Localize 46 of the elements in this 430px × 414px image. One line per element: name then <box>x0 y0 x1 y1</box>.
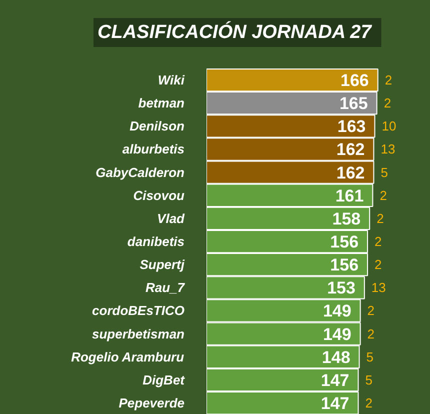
y-tick-label: Pepeverde <box>118 396 185 411</box>
annotation: 2 <box>384 96 392 111</box>
y-tick-label: Vlad <box>157 210 186 226</box>
annotation: 2 <box>374 257 382 272</box>
annotation: 2 <box>376 210 384 226</box>
data-label: 149 <box>322 302 352 321</box>
annotation: 2 <box>365 396 372 411</box>
y-tick-label: superbetisman <box>92 326 185 342</box>
data-label: 158 <box>332 209 361 228</box>
annotation: 2 <box>374 234 382 250</box>
y-tick-label: betman <box>138 96 185 111</box>
data-label: 163 <box>337 117 366 136</box>
y-tick-label: DigBet <box>142 372 186 388</box>
annotation: 2 <box>367 303 375 318</box>
data-label: 147 <box>320 370 350 390</box>
y-tick-label: Rau_7 <box>145 280 186 296</box>
data-label: 153 <box>327 278 356 298</box>
data-label: 165 <box>339 94 368 114</box>
data-label: 149 <box>322 324 352 344</box>
data-label: 166 <box>340 71 369 90</box>
data-label: 162 <box>336 163 365 182</box>
annotation: 2 <box>384 72 392 88</box>
y-tick-label: Denilson <box>130 118 185 134</box>
data-label: 148 <box>322 348 350 367</box>
y-tick-label: Cisovou <box>133 188 185 203</box>
data-label: 156 <box>330 232 359 252</box>
y-tick-label: danibetis <box>127 234 185 250</box>
data-label: 156 <box>330 256 359 275</box>
y-tick-label: Rogelio Aramburu <box>71 349 184 364</box>
data-label: 162 <box>336 140 365 160</box>
data-label: 147 <box>320 394 350 414</box>
y-tick-label: Supertj <box>140 257 185 272</box>
data-label: 161 <box>335 186 364 206</box>
y-tick-label: GabyCalderon <box>96 164 185 180</box>
annotation: 10 <box>382 118 396 134</box>
annotation: 13 <box>371 280 386 296</box>
annotation: 2 <box>367 326 375 342</box>
annotation: 5 <box>380 164 388 180</box>
annotation: 2 <box>380 188 387 203</box>
annotation: 5 <box>365 372 372 388</box>
annotation: 13 <box>380 142 396 157</box>
annotation: 5 <box>366 349 374 364</box>
chart-title: CLASIFICACIÓN JORNADA 27 <box>98 21 373 43</box>
y-tick-label: alburbetis <box>122 142 184 157</box>
y-tick-label: Wiki <box>158 72 185 88</box>
y-tick-label: cordoBEsTICO <box>92 303 185 318</box>
